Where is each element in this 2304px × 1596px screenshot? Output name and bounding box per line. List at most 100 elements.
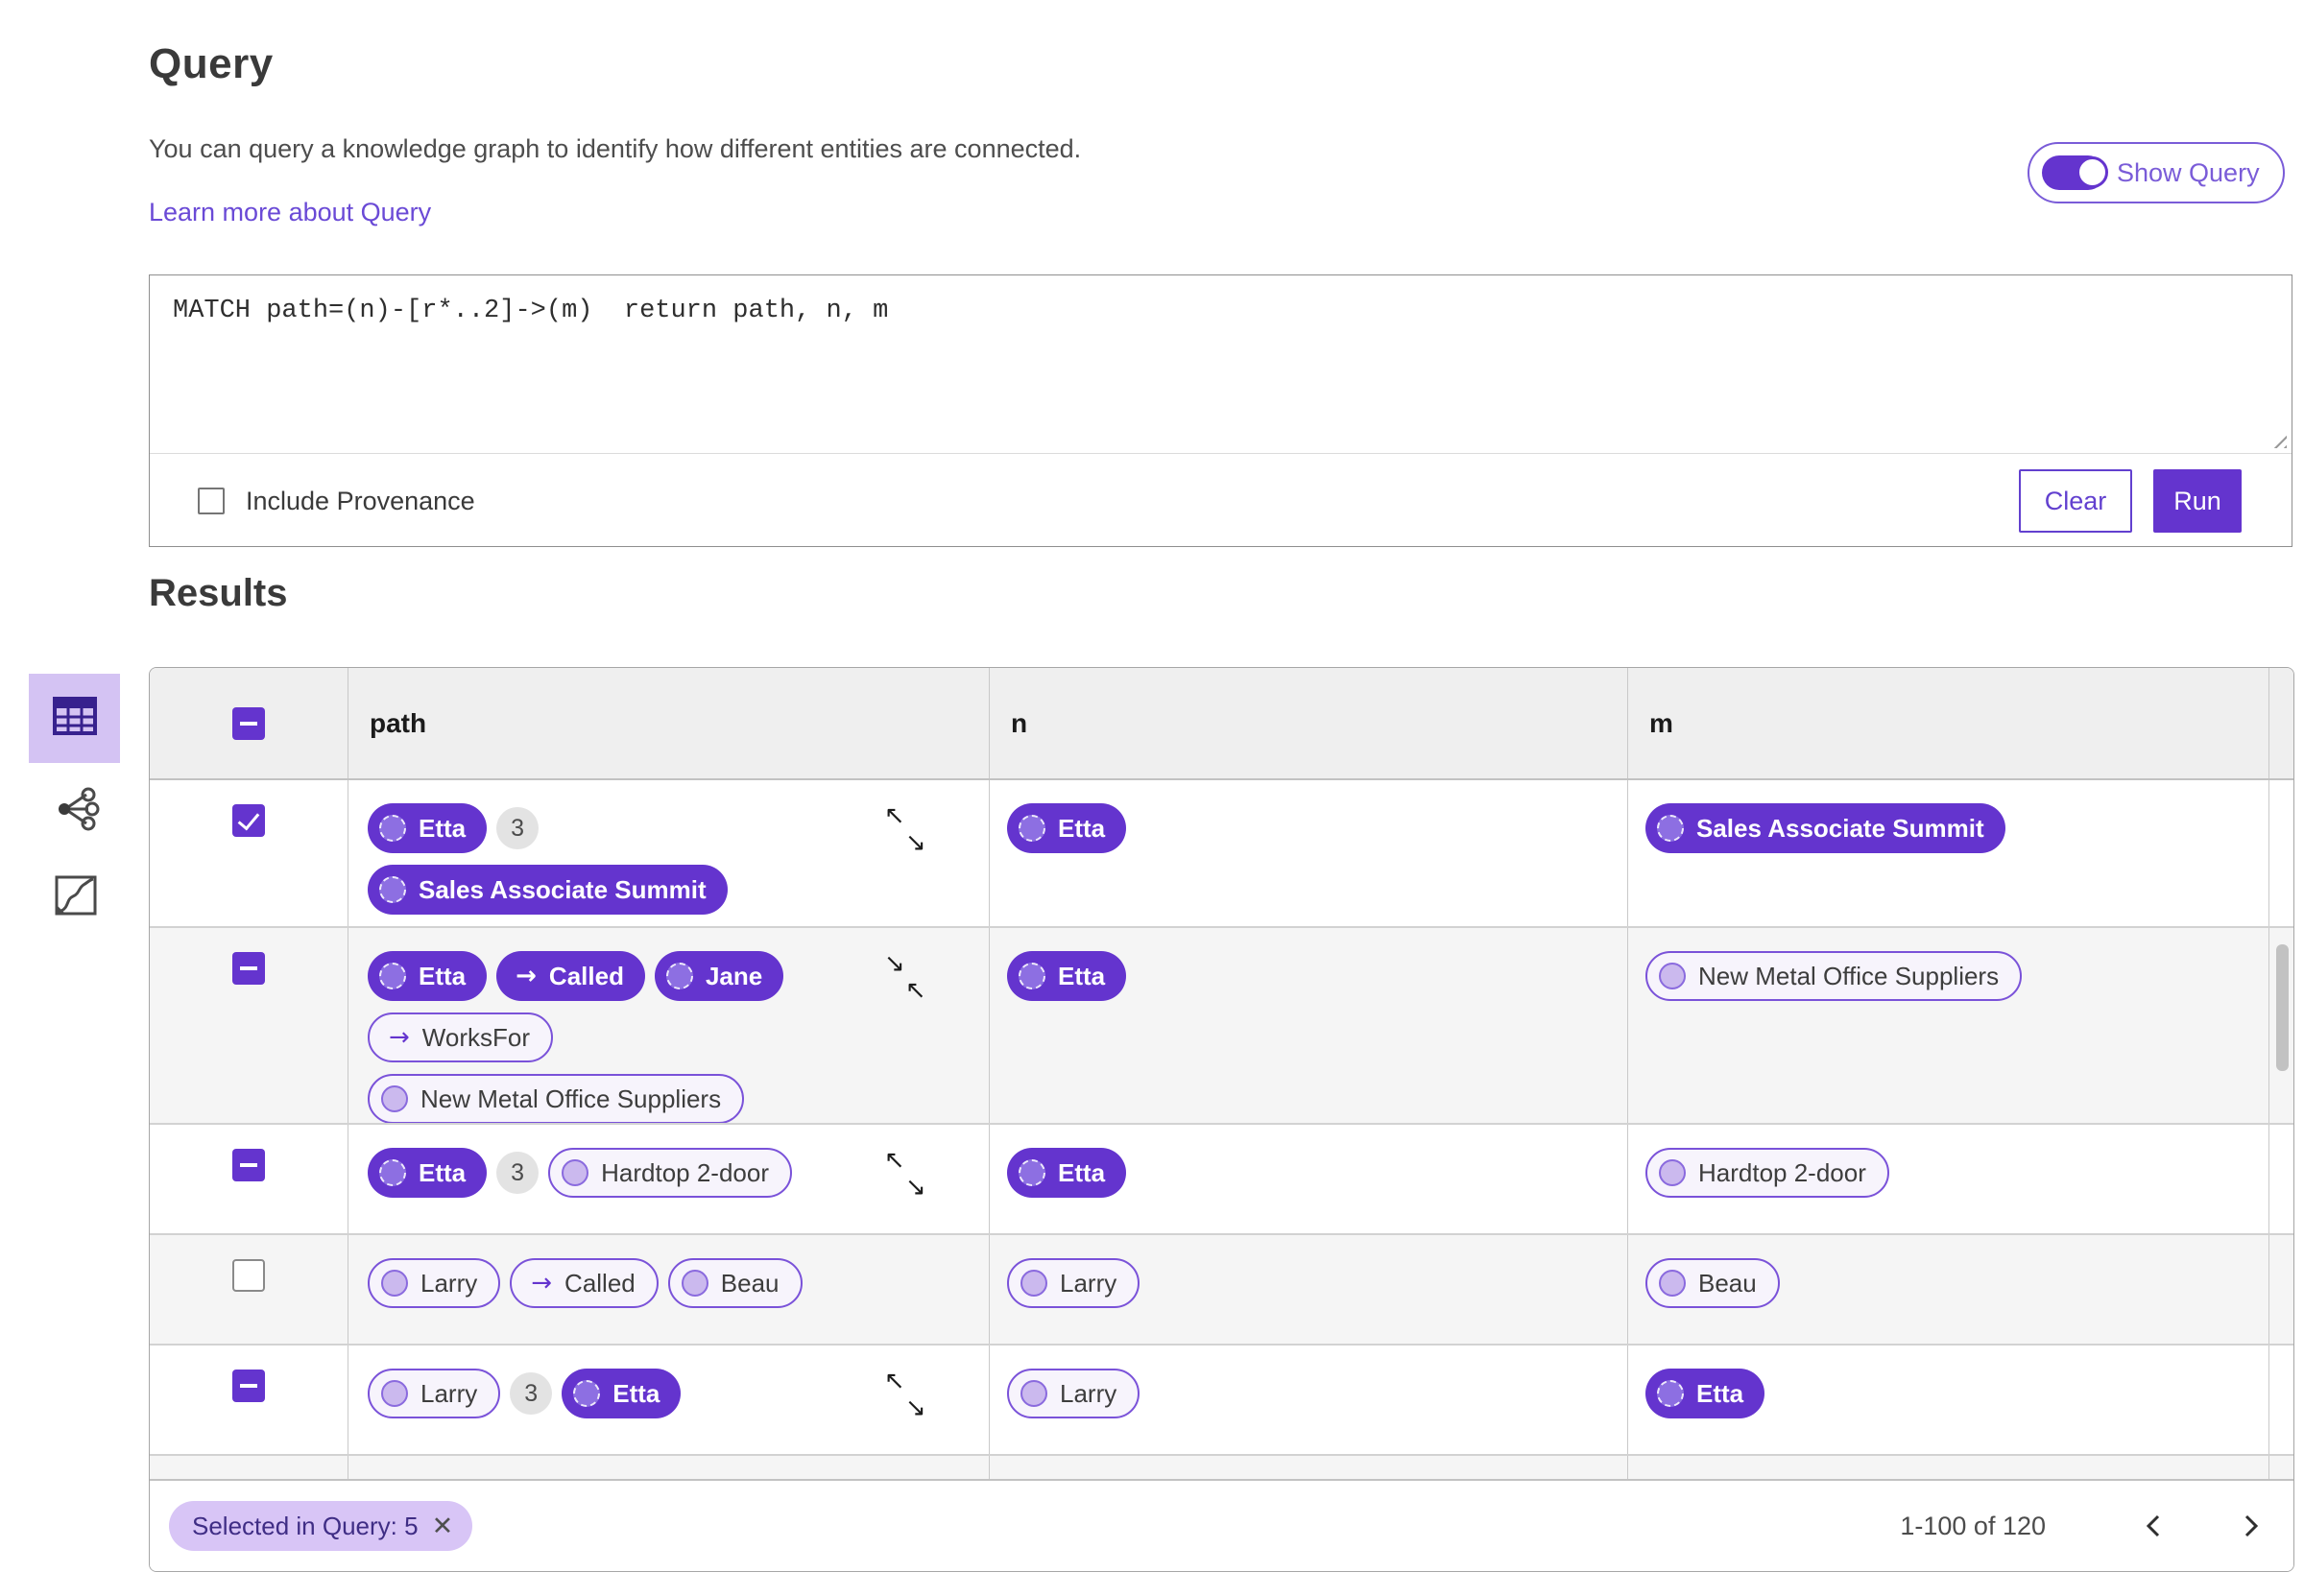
node-pill[interactable]: New Metal Office Suppliers bbox=[1645, 951, 2023, 1001]
pill-label: Hardtop 2-door bbox=[601, 1157, 770, 1187]
node-circle-icon bbox=[1659, 963, 1686, 989]
edge-arrow-icon: → bbox=[531, 1269, 553, 1298]
node-pill[interactable]: Hardtop 2-door bbox=[548, 1148, 793, 1198]
node-circle-icon bbox=[1020, 1380, 1047, 1407]
column-header-n: n bbox=[990, 668, 1628, 778]
node-pill[interactable] bbox=[368, 1479, 483, 1481]
table-row: Larry → Called Beau Larry Beau bbox=[150, 1235, 2293, 1346]
node-circle-icon bbox=[1657, 1380, 1684, 1407]
include-provenance-checkbox[interactable] bbox=[198, 488, 225, 514]
toggle-on-icon[interactable] bbox=[2042, 155, 2108, 190]
node-pill[interactable]: Etta bbox=[368, 803, 488, 853]
previous-page-button[interactable] bbox=[2138, 1510, 2171, 1542]
node-pill[interactable]: Etta bbox=[368, 1148, 488, 1198]
node-pill[interactable]: Jane bbox=[654, 951, 784, 1001]
node-pill[interactable]: Larry bbox=[368, 1369, 501, 1418]
row-checkbox[interactable] bbox=[232, 1149, 265, 1181]
node-circle-icon bbox=[381, 1085, 408, 1112]
pill-label: Etta bbox=[419, 961, 467, 990]
expand-icon[interactable]: ↖ ↘ bbox=[884, 801, 926, 857]
select-all-checkbox[interactable] bbox=[232, 706, 265, 740]
row-checkbox[interactable] bbox=[232, 804, 265, 837]
pill-label: Beau bbox=[720, 1268, 780, 1298]
pill-label: Larry bbox=[420, 1378, 478, 1408]
vertical-scrollbar[interactable] bbox=[2276, 944, 2289, 1071]
next-page-button[interactable] bbox=[2234, 1510, 2267, 1542]
edge-pill[interactable]: → WorksFor bbox=[368, 1012, 553, 1062]
table-view-button[interactable] bbox=[29, 674, 120, 763]
table-row: Etta 3 Hardtop 2-door ↖ ↘ Etta Hardtop 2-door bbox=[150, 1125, 2293, 1235]
node-pill[interactable]: Etta bbox=[1007, 951, 1127, 1001]
node-circle-icon bbox=[562, 1159, 589, 1186]
edge-arrow-icon: → bbox=[389, 1023, 410, 1052]
table-icon bbox=[52, 695, 98, 742]
column-header-m: m bbox=[1628, 668, 2269, 778]
pill-label: Larry bbox=[1060, 1378, 1117, 1408]
count-badge: 3 bbox=[510, 1372, 553, 1415]
pill-label: Called bbox=[564, 1268, 636, 1298]
node-pill[interactable]: New Metal Office Suppliers bbox=[368, 1074, 745, 1123]
include-provenance-label: Include Provenance bbox=[246, 486, 475, 515]
run-button[interactable]: Run bbox=[2153, 469, 2242, 533]
page-title: Query bbox=[149, 40, 274, 87]
node-pill[interactable]: Etta bbox=[1007, 1148, 1127, 1198]
show-query-label: Show Query bbox=[2117, 157, 2260, 187]
table-header-row: path n m bbox=[150, 668, 2293, 780]
pill-label: Etta bbox=[419, 1157, 467, 1187]
node-circle-icon bbox=[573, 1380, 601, 1407]
pill-label: Jane bbox=[705, 961, 763, 990]
show-query-toggle[interactable]: Show Query bbox=[2028, 142, 2285, 203]
pill-label: Sales Associate Summit bbox=[419, 874, 707, 904]
node-pill[interactable]: Etta bbox=[562, 1369, 682, 1418]
node-pill[interactable]: Etta bbox=[1007, 803, 1127, 853]
map-view-button[interactable] bbox=[52, 873, 100, 921]
learn-more-link[interactable]: Learn more about Query bbox=[149, 198, 432, 226]
node-circle-icon bbox=[1019, 1159, 1045, 1186]
results-panel: path n m Etta 3 Sales Associate Summit ↖ ↘ Et… bbox=[149, 667, 2294, 1572]
node-pill[interactable] bbox=[1007, 1479, 1122, 1481]
row-checkbox[interactable] bbox=[232, 1370, 265, 1402]
table-row bbox=[150, 1456, 2293, 1481]
node-pill[interactable]: Beau bbox=[667, 1258, 803, 1308]
row-checkbox[interactable] bbox=[232, 952, 265, 985]
node-pill[interactable] bbox=[1645, 1479, 1842, 1481]
node-pill[interactable]: Etta bbox=[1645, 1369, 1765, 1418]
expand-icon[interactable]: ↖ ↘ bbox=[884, 1146, 926, 1202]
column-header-path: path bbox=[348, 668, 990, 778]
close-icon[interactable]: ✕ bbox=[431, 1511, 454, 1541]
node-pill[interactable]: Larry bbox=[368, 1258, 501, 1308]
pill-label: Called bbox=[548, 961, 624, 990]
node-circle-icon bbox=[379, 876, 406, 903]
edge-pill[interactable]: → Called bbox=[510, 1258, 659, 1308]
pill-label: Etta bbox=[1058, 961, 1106, 990]
clear-button[interactable]: Clear bbox=[2019, 469, 2132, 533]
node-circle-icon bbox=[1659, 1270, 1686, 1297]
node-pill[interactable]: Hardtop 2-door bbox=[1645, 1148, 1889, 1198]
pill-label: Etta bbox=[1058, 1157, 1106, 1187]
row-checkbox[interactable] bbox=[232, 1259, 265, 1292]
query-editor-panel: MATCH path=(n)-[r*..2]->(m) return path,… bbox=[149, 274, 2292, 547]
node-pill[interactable]: Sales Associate Summit bbox=[368, 865, 728, 915]
graph-view-button[interactable] bbox=[54, 787, 102, 835]
selection-filter-chip[interactable]: Selected in Query: 5 ✕ bbox=[169, 1501, 473, 1551]
count-badge: 3 bbox=[496, 807, 540, 849]
edge-pill[interactable]: → Called bbox=[496, 951, 645, 1001]
table-body: Etta 3 Sales Associate Summit ↖ ↘ Etta Sales A… bbox=[150, 780, 2293, 1481]
node-pill[interactable]: Etta bbox=[368, 951, 488, 1001]
node-pill[interactable]: Sales Associate Summit bbox=[1645, 803, 2005, 853]
node-circle-icon bbox=[1019, 963, 1045, 989]
node-pill[interactable]: Larry bbox=[1007, 1258, 1140, 1308]
node-circle-icon bbox=[379, 963, 406, 989]
node-pill[interactable]: Beau bbox=[1645, 1258, 1780, 1308]
node-circle-icon bbox=[381, 1270, 408, 1297]
query-input[interactable]: MATCH path=(n)-[r*..2]->(m) return path,… bbox=[150, 275, 2292, 454]
pill-label: Etta bbox=[612, 1378, 660, 1408]
node-circle-icon bbox=[381, 1380, 408, 1407]
node-pill[interactable]: Larry bbox=[1007, 1369, 1140, 1418]
collapse-icon[interactable]: ↘ ↖ bbox=[884, 949, 926, 1005]
map-icon bbox=[54, 874, 98, 921]
toggle-knob bbox=[2076, 156, 2108, 188]
node-pill[interactable] bbox=[544, 1479, 751, 1481]
expand-icon[interactable]: ↖ ↘ bbox=[884, 1367, 926, 1422]
pill-label: Etta bbox=[419, 813, 467, 843]
